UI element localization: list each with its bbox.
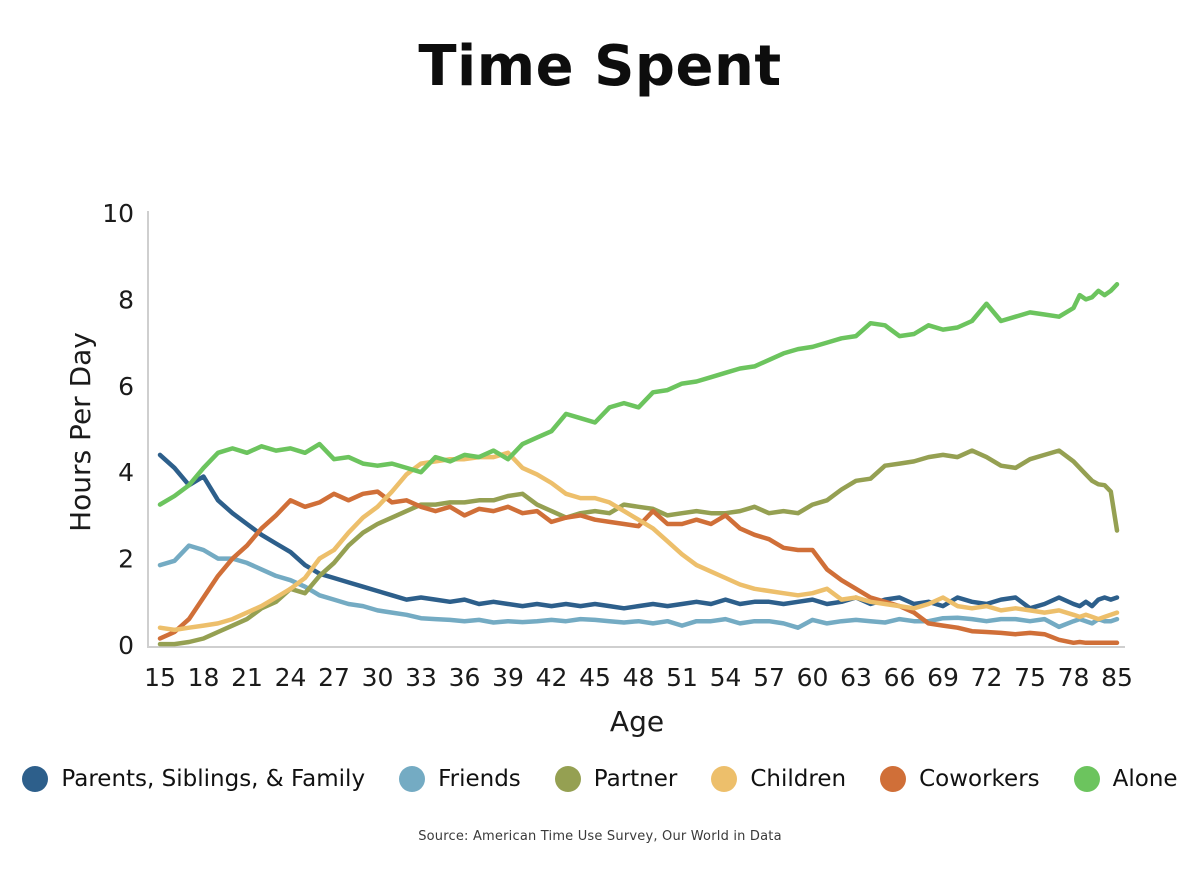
x-tick-label-24: 24: [275, 663, 307, 692]
chart-legend: Parents, Siblings, & Family Friends Partne…: [0, 766, 1200, 792]
x-tick-label-60: 60: [797, 663, 829, 692]
x-tick-label-51: 51: [666, 663, 698, 692]
legend-item-children: Children: [711, 766, 846, 792]
x-axis-title: Age: [610, 705, 664, 738]
legend-dot-alone: [1073, 766, 1100, 792]
x-tick-label-48: 48: [623, 663, 655, 692]
x-tick-label-18: 18: [188, 663, 220, 692]
x-tick-label-78: 78: [1058, 663, 1090, 692]
x-tick-label-45: 45: [579, 663, 611, 692]
series-line-children: [157, 450, 1120, 633]
x-tick-label-66: 66: [884, 663, 916, 692]
legend-dot-friends: [399, 766, 426, 792]
legend-dot-parents-siblings-family: [22, 766, 49, 792]
legend-dot-children: [711, 766, 738, 792]
legend-item-friends: Friends: [399, 766, 521, 792]
x-tick-label-75: 75: [1014, 663, 1046, 692]
source-caption: Source: American Time Use Survey, Our Wo…: [418, 829, 782, 844]
page-title: Time Spent: [418, 34, 782, 99]
y-tick-label-0: 0: [118, 631, 134, 660]
x-tick-label-15: 15: [144, 663, 176, 692]
legend-item-partner: Partner: [554, 766, 678, 792]
x-tick-label-63: 63: [840, 663, 872, 692]
y-axis-title: Hours Per Day: [64, 332, 97, 532]
legend-dot-partner: [554, 766, 581, 792]
x-tick-label-54: 54: [710, 663, 742, 692]
x-tick-label-69: 69: [927, 663, 959, 692]
series-lines: [157, 282, 1120, 647]
series-line-alone: [157, 282, 1120, 507]
series-line-parents-siblings-family: [157, 452, 1120, 611]
legend-label-parents-siblings-family: Parents, Siblings, & Family: [61, 766, 366, 792]
x-tick-label-33: 33: [405, 663, 437, 692]
axes: [147, 211, 1125, 648]
x-tick-label-39: 39: [492, 663, 524, 692]
series-line-partner: [157, 448, 1120, 647]
legend-label-coworkers: Coworkers: [919, 766, 1040, 792]
y-tick-label-2: 2: [118, 545, 134, 574]
legend-label-friends: Friends: [438, 766, 521, 792]
series-line-coworkers: [157, 489, 1120, 646]
legend-item-coworkers: Coworkers: [880, 766, 1040, 792]
x-tick-label-85: 85: [1101, 663, 1133, 692]
x-axis-ticks: 15 18 21 24 27 30 33 36 39 42 45 48 51 54 57 60 63 66 69 72…: [144, 663, 1133, 692]
legend-label-alone: Alone: [1112, 766, 1178, 792]
y-tick-label-10: 10: [102, 199, 134, 228]
x-tick-label-57: 57: [753, 663, 785, 692]
legend-dot-coworkers: [880, 766, 907, 792]
x-tick-label-21: 21: [231, 663, 263, 692]
y-tick-label-4: 4: [118, 458, 134, 487]
y-tick-label-8: 8: [118, 285, 134, 314]
x-tick-label-42: 42: [536, 663, 568, 692]
x-tick-label-72: 72: [971, 663, 1003, 692]
series-line-friends: [157, 543, 1120, 630]
y-axis-ticks: 0 2 4 6 8 10: [102, 199, 134, 660]
x-tick-label-27: 27: [318, 663, 350, 692]
legend-label-children: Children: [750, 766, 847, 792]
legend-item-parents-siblings-family: Parents, Siblings, & Family: [22, 766, 365, 792]
axis-lines: [147, 211, 1125, 648]
legend-item-alone: Alone: [1073, 766, 1178, 792]
x-tick-label-36: 36: [449, 663, 481, 692]
legend-label-partner: Partner: [593, 766, 678, 792]
x-tick-label-30: 30: [362, 663, 394, 692]
y-tick-label-6: 6: [118, 372, 134, 401]
